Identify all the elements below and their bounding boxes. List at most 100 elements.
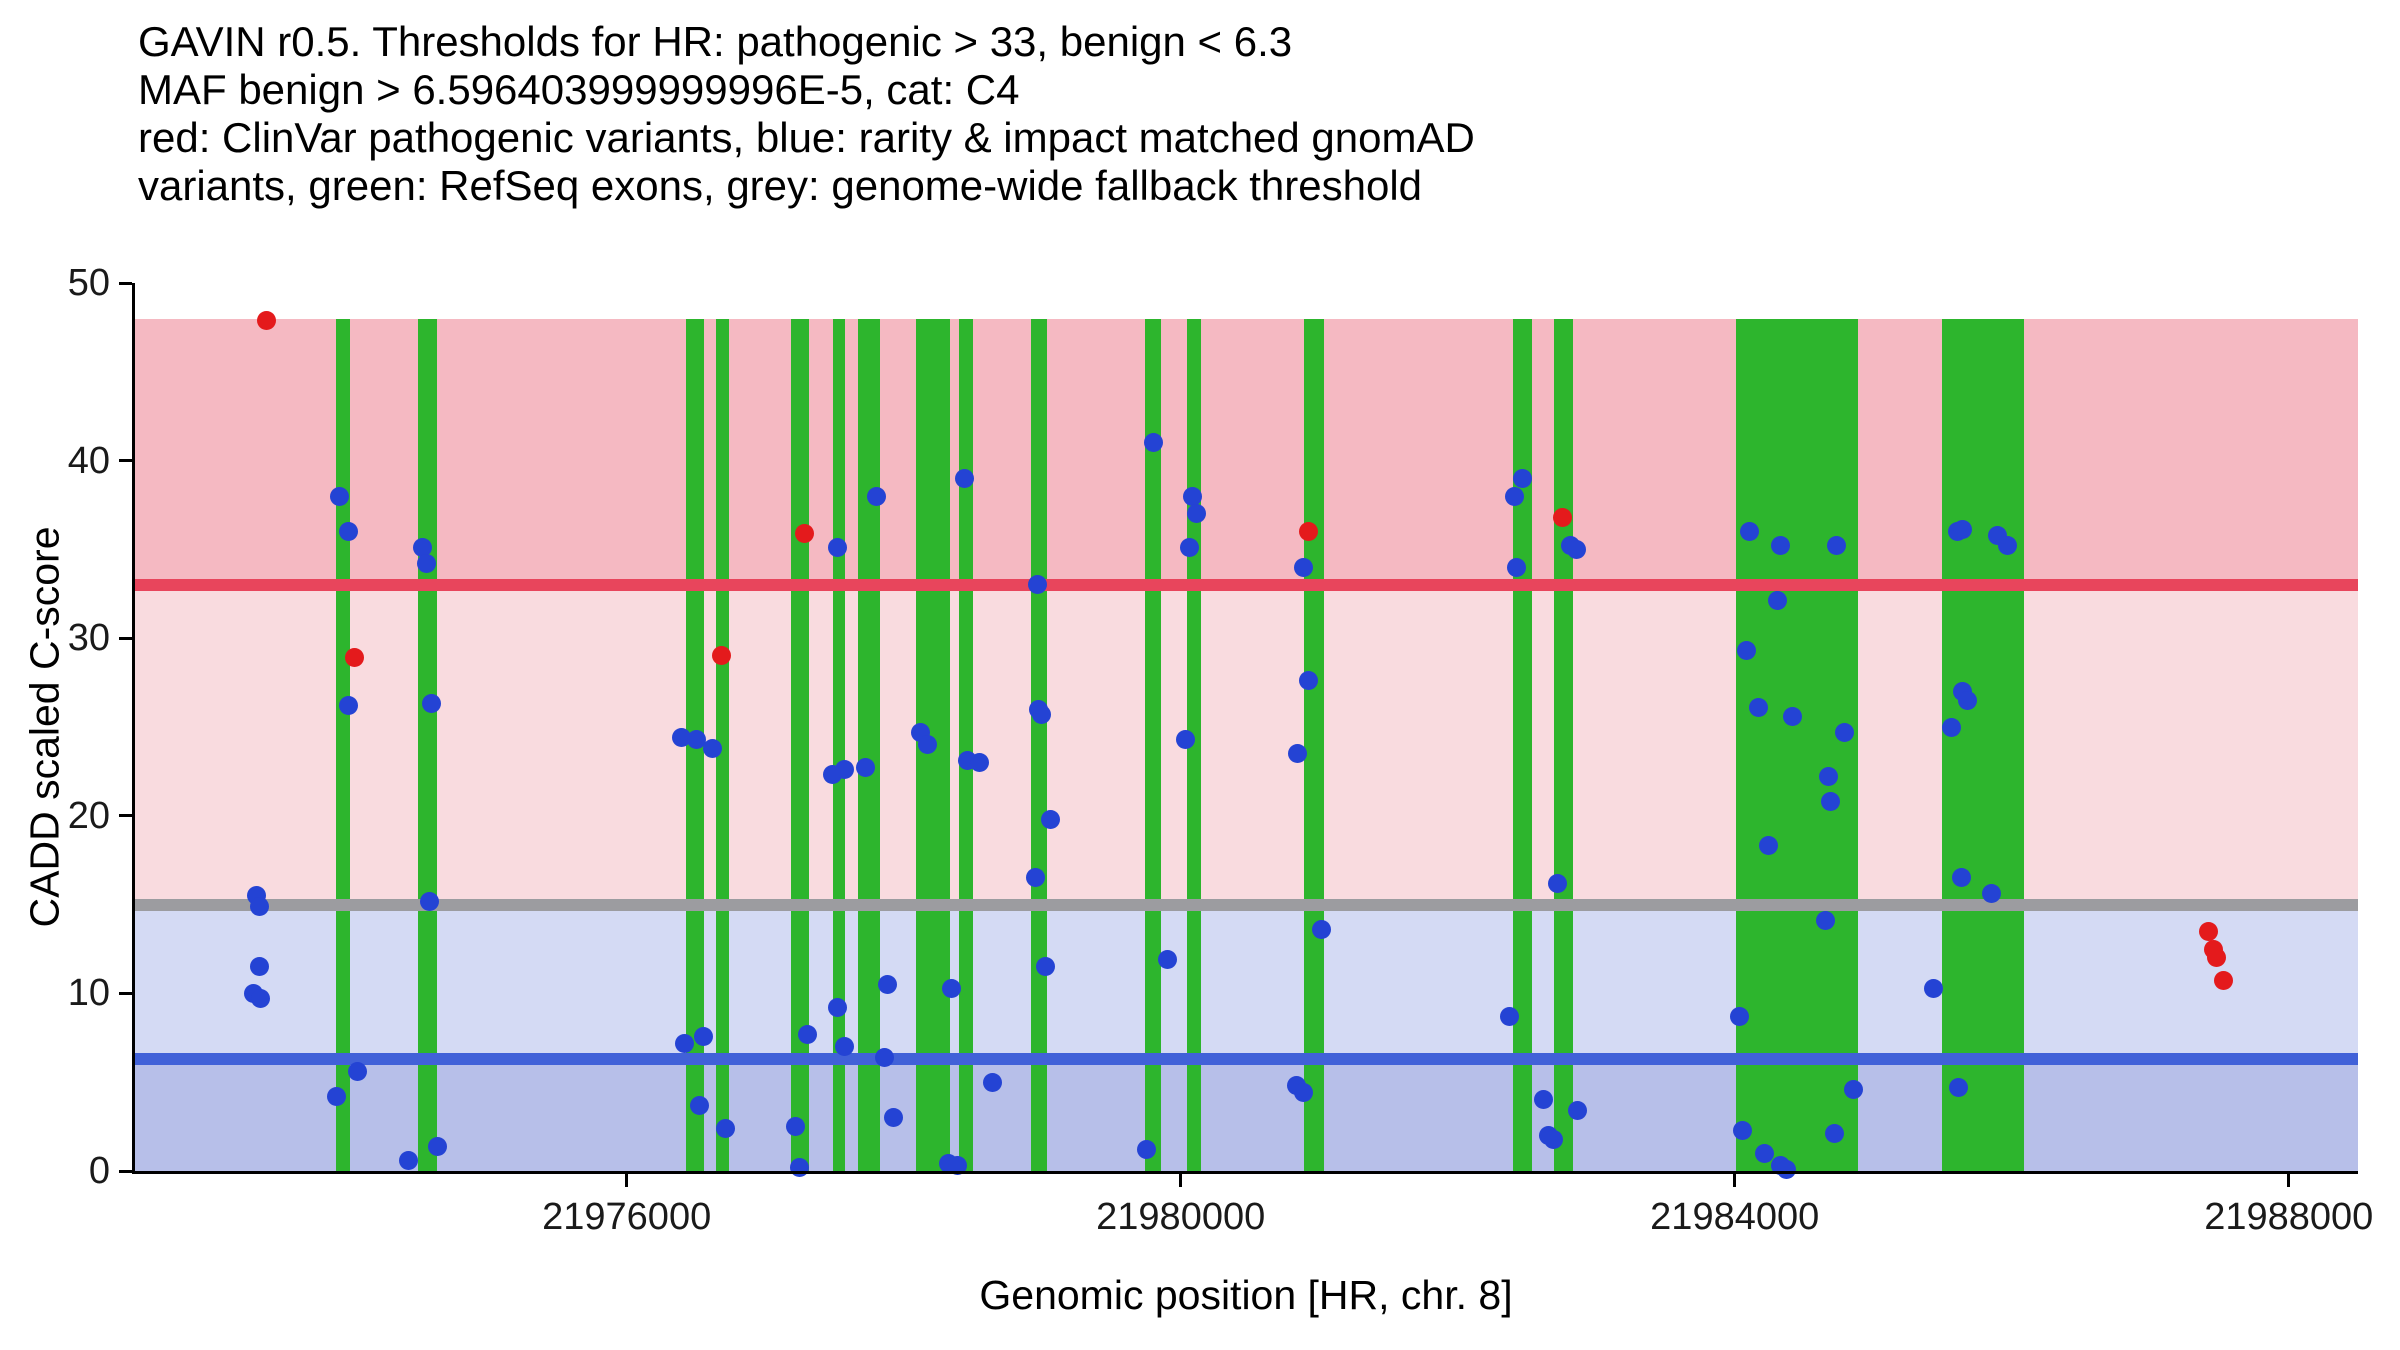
gnomad-matched-point bbox=[786, 1117, 806, 1137]
gnomad-matched-point bbox=[917, 735, 937, 755]
gnomad-matched-point bbox=[790, 1157, 810, 1177]
exon-bar bbox=[1145, 318, 1162, 1171]
gnomad-matched-point bbox=[1953, 520, 1973, 540]
gnomad-matched-point bbox=[703, 738, 723, 758]
gnomad-matched-point bbox=[421, 694, 441, 714]
gnomad-matched-point bbox=[867, 486, 887, 506]
gnomad-matched-point bbox=[1824, 1124, 1844, 1144]
exon-bar bbox=[857, 318, 880, 1171]
gnomad-matched-point bbox=[1818, 767, 1838, 787]
gnomad-matched-point bbox=[947, 1156, 967, 1176]
exon-bar bbox=[832, 318, 845, 1171]
gnomad-matched-point bbox=[1513, 468, 1533, 488]
threshold-line bbox=[135, 578, 2358, 591]
gnomad-matched-point bbox=[1568, 1101, 1588, 1121]
gnomad-matched-point bbox=[1180, 538, 1200, 558]
gnomad-matched-point bbox=[797, 1024, 817, 1044]
x-tick-label: 21980000 bbox=[1096, 1196, 1266, 1238]
y-tick-mark bbox=[119, 281, 132, 285]
gnomad-matched-point bbox=[399, 1150, 419, 1170]
gnomad-matched-point bbox=[1187, 504, 1207, 524]
gnomad-matched-point bbox=[249, 957, 269, 977]
gnomad-matched-point bbox=[674, 1033, 694, 1053]
gnomad-matched-point bbox=[1981, 884, 2001, 904]
clinvar-pathogenic-point bbox=[2206, 948, 2226, 968]
gnomad-matched-point bbox=[1923, 978, 1943, 998]
gnomad-matched-point bbox=[1768, 591, 1788, 611]
clinvar-pathogenic-point bbox=[1298, 522, 1318, 542]
y-tick-label: 10 bbox=[67, 972, 110, 1015]
gnomad-matched-point bbox=[689, 1095, 709, 1115]
x-tick-label: 21976000 bbox=[542, 1196, 712, 1238]
gnomad-matched-point bbox=[1777, 1159, 1797, 1179]
gnomad-matched-point bbox=[941, 978, 961, 998]
gnomad-matched-point bbox=[883, 1108, 903, 1128]
y-tick-label: 40 bbox=[67, 439, 110, 482]
gnomad-matched-point bbox=[1144, 433, 1164, 453]
gnomad-matched-point bbox=[1027, 575, 1047, 595]
gnomad-matched-point bbox=[417, 554, 437, 574]
gnomad-matched-point bbox=[672, 728, 692, 748]
points-layer bbox=[135, 283, 2358, 1179]
gnomad-matched-point bbox=[1821, 792, 1841, 812]
x-tick-mark bbox=[2287, 1174, 2291, 1187]
gnomad-matched-point bbox=[338, 522, 358, 542]
gnomad-matched-point bbox=[694, 1026, 714, 1046]
gnomad-matched-point bbox=[955, 468, 974, 488]
gnomad-matched-point bbox=[1040, 809, 1060, 829]
gnomad-matched-point bbox=[412, 538, 432, 558]
gnomad-matched-point bbox=[1729, 1006, 1749, 1026]
gnomad-matched-point bbox=[1957, 690, 1977, 710]
gnomad-matched-point bbox=[1175, 729, 1195, 749]
gnomad-matched-point bbox=[427, 1136, 447, 1156]
y-tick-mark bbox=[119, 991, 132, 995]
exon-bar bbox=[417, 318, 438, 1171]
gnomad-matched-point bbox=[1827, 536, 1847, 556]
gnomad-matched-point bbox=[1507, 557, 1527, 577]
y-tick-label: 20 bbox=[67, 794, 110, 837]
exon-bar bbox=[958, 318, 974, 1171]
y-tick-mark bbox=[119, 459, 132, 463]
gnomad-matched-point bbox=[827, 998, 847, 1018]
gnomad-matched-point bbox=[877, 975, 897, 995]
gnomad-matched-point bbox=[1534, 1090, 1554, 1110]
gnomad-matched-point bbox=[1815, 911, 1835, 931]
gnomad-matched-point bbox=[1843, 1079, 1863, 1099]
gnomad-matched-point bbox=[338, 696, 358, 716]
threshold-line bbox=[135, 1053, 2358, 1066]
gnomad-matched-point bbox=[1294, 1083, 1314, 1103]
plot-title: GAVIN r0.5. Thresholds for HR: pathogeni… bbox=[138, 18, 1475, 210]
x-tick-mark bbox=[1179, 1174, 1183, 1187]
y-tick-label: 30 bbox=[67, 617, 110, 660]
gnomad-matched-point bbox=[1547, 873, 1567, 893]
gnomad-matched-point bbox=[1500, 1006, 1520, 1026]
clinvar-pathogenic-point bbox=[712, 646, 732, 666]
clinvar-pathogenic-point bbox=[1553, 507, 1573, 527]
title-line-4: variants, green: RefSeq exons, grey: gen… bbox=[138, 162, 1423, 209]
gnomad-matched-point bbox=[251, 989, 271, 1009]
gnomad-matched-point bbox=[834, 760, 854, 780]
gnomad-matched-point bbox=[1566, 539, 1586, 559]
gnomad-matched-point bbox=[1182, 486, 1202, 506]
title-line-1: GAVIN r0.5. Thresholds for HR: pathogeni… bbox=[138, 18, 1293, 65]
gnomad-matched-point bbox=[420, 891, 440, 911]
y-axis-title: CADD scaled C-score bbox=[21, 526, 68, 928]
gnomad-matched-point bbox=[686, 729, 706, 749]
y-tick-mark bbox=[119, 1169, 132, 1173]
exon-bar bbox=[1186, 318, 1202, 1171]
gnomad-matched-point bbox=[1834, 722, 1854, 742]
exon-bar bbox=[1942, 318, 2024, 1171]
gnomad-matched-point bbox=[983, 1072, 1003, 1092]
gnomad-matched-point bbox=[347, 1062, 367, 1082]
exon-bar bbox=[715, 318, 729, 1171]
gnomad-matched-point bbox=[827, 538, 847, 558]
plot-area bbox=[135, 283, 2358, 1179]
gnomad-matched-point bbox=[716, 1118, 736, 1138]
y-axis-line bbox=[132, 283, 135, 1174]
exon-bar bbox=[1553, 318, 1574, 1171]
gnomad-matched-point bbox=[1759, 836, 1779, 856]
clinvar-pathogenic-point bbox=[2214, 971, 2234, 991]
gnomad-matched-point bbox=[1311, 919, 1331, 939]
y-tick-label: 50 bbox=[67, 262, 110, 304]
